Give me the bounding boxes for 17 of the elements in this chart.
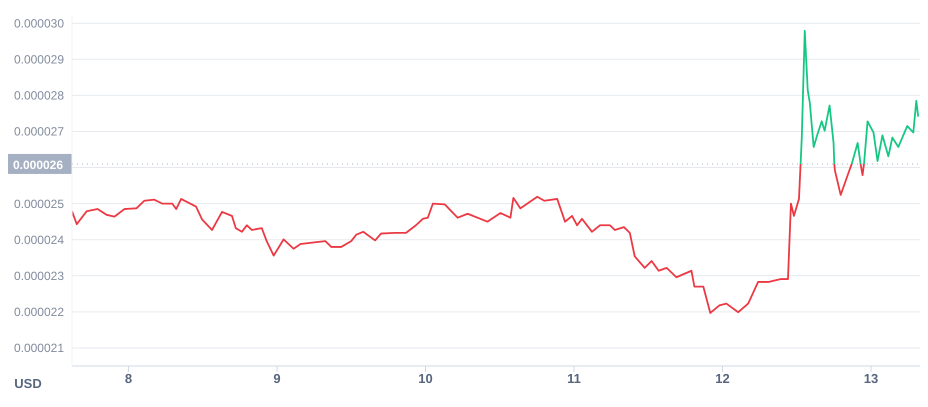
x-tick-label: 9 (273, 371, 281, 386)
ref-line-label: 0.000026 (12, 158, 64, 172)
x-tick-label: 8 (124, 371, 132, 386)
y-tick-label: 0.000024 (14, 232, 64, 247)
y-tick-label: 0.000022 (14, 305, 64, 320)
y-axis-title: USD (14, 376, 42, 391)
y-tick-label: 0.000030 (14, 16, 64, 30)
x-tick-label: 10 (418, 371, 433, 386)
x-tick-label: 11 (567, 371, 581, 386)
y-tick-label: 0.000027 (14, 124, 64, 139)
y-tick-label: 0.000025 (14, 196, 64, 211)
y-tick-label: 0.000029 (14, 52, 64, 67)
y-tick-label: 0.000023 (14, 269, 64, 284)
y-tick-label: 0.000021 (14, 341, 64, 356)
y-tick-label: 0.000028 (14, 88, 64, 103)
x-tick-label: 13 (864, 371, 878, 386)
x-tick-label: 12 (715, 371, 730, 386)
